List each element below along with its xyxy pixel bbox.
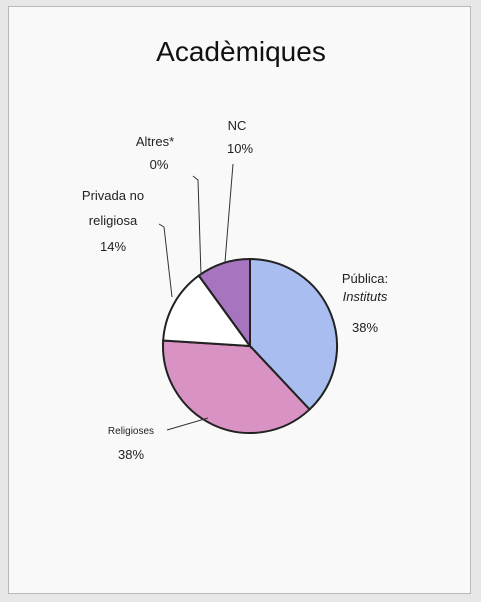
slice-label-religioses: Religioses: [108, 426, 154, 437]
leader-line-privada: [158, 223, 173, 298]
slice-label-publica-line2: Instituts: [343, 289, 388, 304]
slice-label-altres: Altres*: [136, 134, 174, 149]
chart-title: Acadèmiques: [156, 36, 326, 67]
slice-label-privada-line2: religiosa: [89, 213, 138, 228]
slice-label-publica: Pública:: [342, 271, 388, 286]
slice-label-nc: NC: [228, 118, 247, 133]
leader-lines: [158, 163, 234, 431]
slice-value-publica: 38%: [352, 320, 378, 335]
slice-value-nc: 10%: [227, 141, 253, 156]
slice-label-privada: Privada no: [82, 188, 144, 203]
leader-line-religioses: [166, 417, 209, 431]
slice-value-privada: 14%: [100, 239, 126, 254]
pie-slices: [162, 257, 338, 434]
slice-value-altres: 0%: [150, 157, 169, 172]
slice-value-religioses: 38%: [118, 447, 144, 462]
pie-slice-p-blica: [249, 257, 338, 411]
leader-line-altres: [192, 175, 202, 276]
pie-chart: Acadèmiques Pública: Instituts 38% Relig…: [82, 36, 388, 462]
pie-slice-privada-no: [162, 274, 253, 348]
pie-slice-nc: [197, 257, 251, 350]
leader-line-nc: [224, 163, 234, 263]
chart-frame: Acadèmiques Pública: Instituts 38% Relig…: [8, 6, 471, 594]
pie-slice-religioses: [162, 339, 311, 434]
